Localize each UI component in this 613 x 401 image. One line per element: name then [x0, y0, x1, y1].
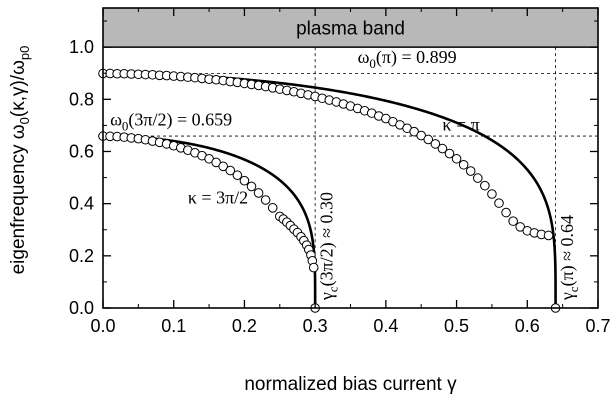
y-tick-label: 1.0: [69, 37, 94, 57]
plot-frame: [102, 7, 599, 309]
x-tick-label: 0.3: [303, 316, 328, 336]
x-tick-label: 0.1: [161, 316, 186, 336]
data-point: [430, 139, 441, 149]
x-tick-label: 0.7: [585, 316, 610, 336]
y-tick-label: 0.6: [69, 141, 94, 161]
annotation-gamma-c: γc(π) ≈ 0.64: [557, 215, 581, 301]
data-point: [260, 195, 271, 205]
marker-group-3pi2: [98, 131, 320, 313]
y-axis-title: eigenfrequency ω0(κ,γ)/ωp0: [8, 46, 32, 275]
x-axis-title: normalized bias current γ: [244, 374, 457, 395]
x-tick-label: 0.5: [444, 316, 469, 336]
x-tick-label: 0.0: [90, 316, 115, 336]
theory-curve-pi: [103, 72, 557, 308]
y-tick-label: 0.8: [69, 89, 94, 109]
annotation-label: ω0(3π/2) = 0.659: [110, 109, 232, 133]
data-point: [501, 207, 511, 218]
data-point: [465, 166, 476, 176]
data-point: [239, 175, 250, 186]
data-point: [423, 134, 434, 145]
data-point: [543, 230, 554, 241]
data-point: [246, 181, 257, 192]
x-tick-label: 0.6: [515, 316, 540, 336]
annotation-gamma-c: γc(3π/2) ≈ 0.30: [317, 192, 341, 301]
data-point: [267, 203, 278, 213]
data-point: [232, 170, 243, 181]
x-tick-label: 0.2: [232, 316, 257, 336]
data-point: [494, 198, 504, 208]
data-point: [218, 161, 229, 172]
data-point: [308, 262, 319, 273]
data-point: [508, 216, 518, 226]
annotation-label: ω0(π) = 0.899: [358, 47, 457, 71]
data-point: [480, 180, 490, 191]
data-point: [253, 188, 264, 198]
y-tick-label: 0.4: [69, 194, 94, 214]
data-point: [472, 173, 483, 183]
marker-group-pi: [98, 68, 561, 313]
data-point: [451, 153, 462, 164]
annotation-label: κ = 3π/2: [188, 188, 248, 208]
plasma-band-label: plasma band: [296, 19, 405, 40]
annotation-label: κ = π: [442, 115, 479, 135]
y-tick-label: 0.2: [69, 246, 94, 266]
data-point: [444, 148, 455, 159]
plasma-band: [103, 8, 598, 48]
data-point: [225, 165, 236, 176]
x-tick-label: 0.4: [373, 316, 398, 336]
data-point: [487, 189, 497, 199]
data-point: [458, 159, 469, 170]
y-tick-label: 0.0: [69, 298, 94, 318]
data-point: [437, 143, 448, 154]
